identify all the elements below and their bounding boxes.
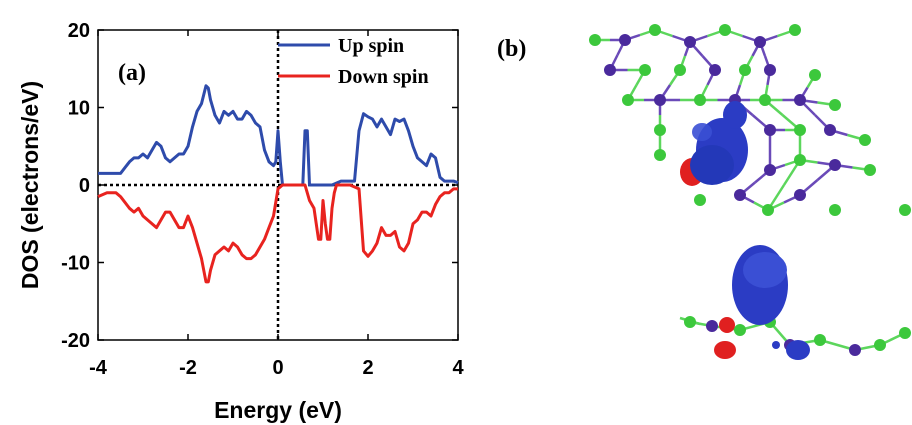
boron-atom	[639, 64, 651, 76]
nitrogen-atom	[764, 164, 776, 176]
nitrogen-atom	[794, 189, 806, 201]
boron-atom	[649, 24, 661, 36]
boron-atom	[874, 339, 886, 351]
boron-atom	[589, 34, 601, 46]
y-tick-label: -20	[61, 330, 90, 352]
boron-atom	[762, 204, 774, 216]
boron-atom	[684, 316, 696, 328]
legend: Up spin Down spin	[278, 35, 429, 88]
nitrogen-atom	[794, 94, 806, 106]
series-line-up-spin	[98, 84, 459, 187]
boron-atom	[829, 204, 841, 216]
boron-atom	[864, 164, 876, 176]
blue-isosurface-highlight	[692, 123, 712, 141]
nitrogen-atom	[734, 189, 746, 201]
nitrogen-atom	[604, 64, 616, 76]
x-tick-label: 4	[452, 357, 464, 379]
y-tick-label: 0	[79, 175, 90, 197]
x-axis-ticks: -4 -2 0 2 4	[89, 30, 464, 379]
x-tick-label: 0	[272, 357, 283, 379]
nitrogen-atom	[684, 36, 696, 48]
boron-atom	[674, 64, 686, 76]
panel-b-label: (b)	[497, 36, 526, 62]
structure-panel: (b)	[497, 24, 911, 360]
side-bond	[819, 338, 856, 352]
x-axis-label: Energy (eV)	[214, 397, 342, 423]
boron-atom	[654, 124, 666, 136]
nitrogen-atom	[709, 64, 721, 76]
blue-isosurface-side-top	[743, 252, 787, 288]
boron-atom	[794, 124, 806, 136]
side-view-isosurface	[714, 245, 810, 360]
legend-label-up-spin: Up spin	[338, 35, 404, 57]
nitrogen-atom	[654, 94, 666, 106]
y-tick-label: -10	[61, 253, 90, 275]
boron-atom	[809, 69, 821, 81]
boron-atom	[759, 94, 771, 106]
boron-atom	[694, 94, 706, 106]
boron-atom	[899, 204, 911, 216]
boron-atom	[794, 154, 806, 166]
nitrogen-atom	[764, 64, 776, 76]
nitrogen-atom	[706, 320, 718, 332]
nitrogen-atom	[824, 124, 836, 136]
blue-isosurface-side-dot	[772, 341, 780, 349]
nitrogen-atom	[764, 124, 776, 136]
boron-atom	[789, 24, 801, 36]
panel-a-label: (a)	[118, 60, 146, 86]
boron-atom	[654, 149, 666, 161]
blue-isosurface-top	[723, 101, 747, 129]
y-axis-ticks: 20 10 0 -10 -20	[61, 20, 458, 352]
blue-isosurface-side-lower	[786, 340, 810, 360]
boron-atom	[694, 194, 706, 206]
y-axis-label: DOS (electrons/eV)	[17, 81, 43, 289]
boron-atom	[829, 99, 841, 111]
boron-atom	[814, 334, 826, 346]
top-view-lattice	[589, 24, 911, 216]
boron-atom	[739, 64, 751, 76]
y-tick-label: 10	[68, 98, 90, 120]
x-tick-label: -4	[89, 357, 108, 379]
series-layer	[97, 84, 459, 284]
blue-isosurface-body	[690, 145, 734, 185]
y-tick-label: 20	[68, 20, 90, 42]
x-tick-label: 2	[362, 357, 373, 379]
nitrogen-atom	[754, 36, 766, 48]
red-isosurface-side-lower	[714, 341, 736, 359]
boron-atom	[734, 324, 746, 336]
legend-label-down-spin: Down spin	[338, 66, 429, 88]
series-line-down-spin	[97, 183, 458, 284]
nitrogen-atom	[619, 34, 631, 46]
boron-atom	[719, 24, 731, 36]
boron-atom	[859, 134, 871, 146]
nitrogen-atom	[849, 344, 861, 356]
x-tick-label: -2	[179, 357, 197, 379]
boron-atom	[899, 327, 911, 339]
red-isosurface-side-small	[719, 317, 735, 333]
top-view-isosurface	[680, 101, 748, 186]
nitrogen-atom	[829, 159, 841, 171]
boron-atom	[622, 94, 634, 106]
